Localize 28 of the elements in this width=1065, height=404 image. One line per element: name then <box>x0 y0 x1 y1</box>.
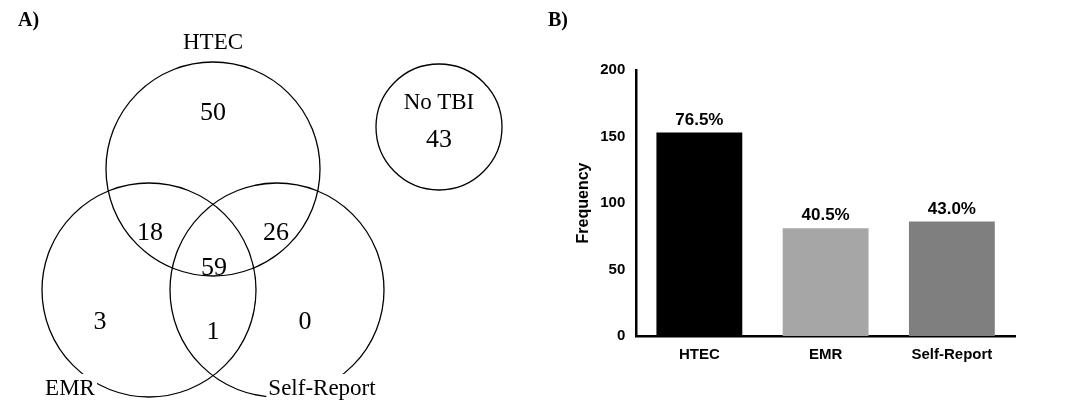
annotation: 40.5% <box>801 205 850 225</box>
text: 26 <box>262 216 290 248</box>
y-tick-label: 150 <box>600 126 626 144</box>
y-tick-label: 200 <box>600 60 626 78</box>
text: 50 <box>199 96 227 128</box>
text: 3 <box>92 305 108 337</box>
text: 43 <box>425 123 453 155</box>
text: 0 <box>297 305 313 337</box>
x-tick-label: EMR <box>808 345 843 363</box>
y-axis-title: Frequency <box>574 162 592 244</box>
bar <box>782 228 869 336</box>
chart-title: B) <box>548 8 568 31</box>
text: 1 <box>205 315 221 347</box>
y-tick-label: 50 <box>608 259 626 277</box>
text: 59 <box>200 251 228 283</box>
text: A) <box>18 8 40 31</box>
text: HTEC <box>181 28 245 56</box>
text: No TBI <box>402 88 476 116</box>
text: Self-Report <box>266 374 378 402</box>
x-tick-label: Self-Report <box>911 345 993 363</box>
x-tick-label: HTEC <box>678 345 720 363</box>
bar <box>908 221 995 336</box>
text: 18 <box>136 216 164 248</box>
y-tick-label: 0 <box>616 326 626 344</box>
annotation: 43.0% <box>927 198 976 218</box>
y-tick-label: 100 <box>600 193 626 211</box>
annotation: 76.5% <box>675 109 724 129</box>
text: EMR <box>43 374 97 402</box>
